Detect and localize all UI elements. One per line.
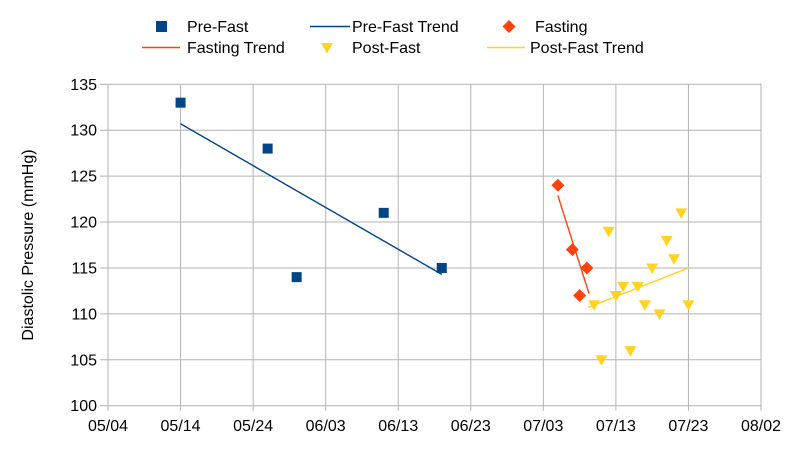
data-point-marker [175, 97, 186, 108]
y-tick-label: 125 [70, 169, 97, 186]
data-point-marker [602, 226, 615, 238]
legend-label-fasting-trend: Fasting Trend [187, 40, 285, 57]
data-point-marker [631, 281, 644, 293]
trend-lines-layer [180, 123, 689, 309]
data-point-marker [638, 300, 651, 311]
y-tick-label: 135 [70, 77, 97, 94]
data-point-marker [646, 263, 659, 274]
data-point-marker [595, 355, 608, 366]
legend: Pre-Fast Pre-Fast Trend Fasting Fasting … [142, 19, 644, 57]
data-point-marker [573, 289, 587, 303]
axis-labels-layer: 100 105 110 115 120 125 130 135 05/04 05/14 05/24 0… [70, 77, 781, 435]
x-tick-label: 05/14 [161, 418, 201, 435]
trend-line [557, 195, 590, 294]
y-tick-label: 110 [71, 306, 97, 323]
trend-line [180, 123, 443, 275]
legend-label-post-fast-trend: Post-Fast Trend [530, 40, 644, 57]
data-point-marker [617, 281, 630, 293]
y-tick-label: 120 [70, 215, 97, 232]
data-point-marker [624, 346, 637, 357]
x-tick-label: 08/02 [741, 418, 781, 435]
y-tick-label: 115 [71, 260, 97, 277]
data-point-marker [675, 208, 688, 219]
x-tick-label: 05/04 [88, 418, 128, 435]
post-fast-triangle-icon [321, 43, 333, 54]
legend-label-pre-fast-trend: Pre-Fast Trend [352, 19, 459, 36]
data-point-marker [551, 178, 565, 192]
y-tick-label: 100 [70, 398, 97, 415]
x-tick-label: 07/13 [596, 418, 636, 435]
data-point-marker [660, 235, 673, 247]
trend-line [588, 267, 689, 309]
axis-ticks-layer [100, 83, 762, 411]
data-point-marker [667, 254, 680, 265]
y-tick-label: 105 [70, 352, 97, 369]
data-point-marker [378, 207, 389, 218]
data-point-marker [262, 143, 273, 154]
x-tick-label: 07/23 [668, 418, 708, 435]
legend-label-fasting: Fasting [535, 19, 587, 36]
y-tick-label: 130 [70, 123, 97, 140]
data-point-marker [682, 300, 695, 311]
data-point-marker [653, 309, 666, 320]
data-point-marker [291, 272, 302, 283]
data-point-marker [436, 262, 447, 273]
legend-label-pre-fast: Pre-Fast [187, 19, 249, 36]
gridlines-layer [107, 83, 762, 407]
x-tick-label: 05/24 [233, 418, 273, 435]
x-tick-label: 06/03 [306, 418, 346, 435]
x-tick-label: 07/03 [523, 418, 563, 435]
data-point-marker [580, 261, 594, 275]
pre-fast-square-icon [156, 21, 167, 32]
x-tick-label: 06/23 [451, 418, 491, 435]
legend-label-post-fast: Post-Fast [352, 40, 421, 57]
y-axis-title: Diastolic Pressure (mmHg) [20, 149, 37, 340]
x-tick-label: 06/13 [378, 418, 418, 435]
fasting-diamond-icon [502, 20, 516, 33]
